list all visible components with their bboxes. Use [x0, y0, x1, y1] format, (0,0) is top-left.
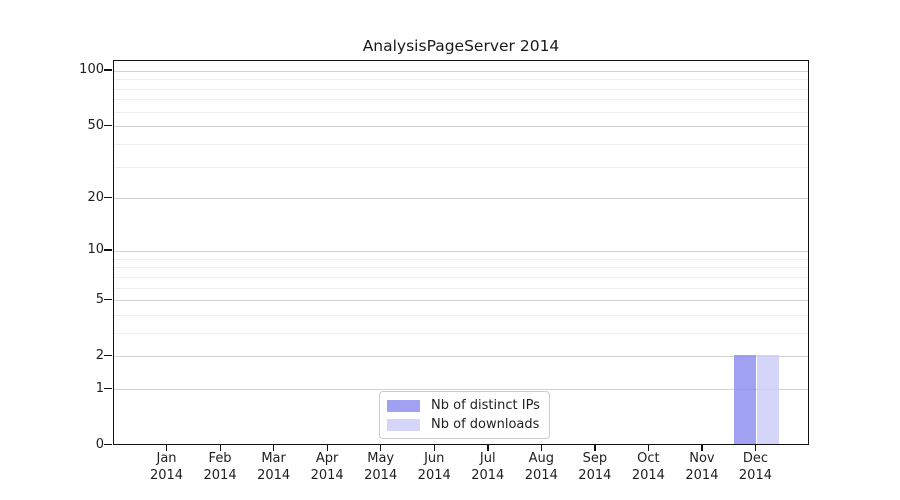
x-tick-mark: [487, 445, 489, 451]
x-tick-label-nov: Nov 2014: [672, 450, 732, 484]
minor-gridline: [114, 267, 808, 269]
x-tick-mark: [219, 445, 221, 451]
x-tick-year: 2014: [471, 468, 505, 483]
x-tick-label-jun: Jun 2014: [404, 450, 464, 484]
y-tick-mark: [104, 387, 112, 390]
x-tick-month: Dec: [742, 451, 769, 466]
x-tick-mark: [647, 445, 650, 451]
legend: Nb of distinct IPs Nb of downloads: [379, 391, 550, 439]
y-tick-label: 50: [87, 117, 104, 133]
minor-gridline: [114, 79, 808, 81]
x-tick-year: 2014: [257, 468, 291, 483]
x-tick-label-sep: Sep 2014: [565, 450, 625, 484]
x-tick-month: Jan: [156, 451, 177, 466]
y-tick-mark: [104, 69, 112, 71]
major-gridline: [114, 198, 808, 200]
x-tick-year: 2014: [364, 468, 398, 483]
y-tick-label: 10: [87, 242, 104, 258]
major-gridline: [114, 126, 808, 128]
x-tick-month: Jun: [424, 451, 445, 466]
x-tick-mark: [273, 445, 275, 451]
x-tick-month: Apr: [315, 451, 339, 466]
x-tick-year: 2014: [203, 468, 237, 483]
y-tick-mark: [104, 444, 112, 446]
y-tick-label: 0: [95, 437, 104, 452]
y-tick-mark: [104, 196, 112, 199]
y-tick-label: 100: [79, 62, 104, 78]
x-tick-label-dec: Dec 2014: [725, 450, 785, 484]
minor-gridline: [114, 111, 808, 113]
x-tick-month: Jul: [479, 451, 496, 466]
minor-gridline: [114, 287, 808, 289]
minor-gridline: [114, 88, 808, 90]
plot-area: [113, 60, 809, 445]
major-gridline: [114, 250, 808, 252]
legend-swatch: [387, 399, 420, 412]
y-tick-mark: [104, 298, 112, 300]
x-tick-mark: [701, 445, 703, 451]
x-tick-mark: [540, 445, 543, 451]
x-tick-label-mar: Mar 2014: [244, 450, 304, 484]
major-gridline: [114, 356, 808, 358]
y-tick-label: 20: [87, 189, 104, 205]
chart-title: AnalysisPageServer 2014: [362, 37, 560, 55]
bar-dec-2014: [733, 354, 756, 444]
y-tick-label: 5: [95, 291, 104, 307]
x-tick-month: Mar: [261, 451, 286, 466]
x-tick-mark: [433, 445, 436, 451]
x-tick-label-jan: Jan 2014: [137, 450, 197, 484]
minor-gridline: [114, 144, 808, 146]
legend-item: Nb of distinct IPs: [387, 398, 540, 413]
x-tick-year: 2014: [417, 468, 451, 483]
minor-gridline: [114, 314, 808, 316]
y-tick-mark: [104, 124, 112, 127]
minor-gridline: [114, 332, 808, 334]
x-tick-mark: [326, 445, 328, 451]
x-tick-month: Oct: [637, 451, 660, 466]
minor-gridline: [114, 258, 808, 260]
legend-label: Nb of distinct IPs: [431, 398, 540, 413]
x-tick-year: 2014: [524, 468, 558, 483]
x-tick-year: 2014: [631, 468, 665, 483]
major-gridline: [114, 389, 808, 391]
x-tick-label-may: May 2014: [351, 450, 411, 484]
x-tick-year: 2014: [685, 468, 719, 483]
x-tick-month: Aug: [528, 451, 554, 466]
x-tick-mark: [166, 445, 168, 451]
major-gridline: [114, 70, 808, 72]
x-tick-mark: [380, 445, 382, 451]
legend-label: Nb of downloads: [431, 417, 540, 432]
x-tick-month: May: [367, 451, 395, 466]
legend-swatch: [387, 418, 420, 431]
x-tick-mark: [594, 445, 596, 451]
y-tick-label: 2: [95, 347, 104, 363]
y-tick-mark: [104, 249, 112, 251]
x-tick-year: 2014: [578, 468, 612, 483]
x-tick-month: Feb: [208, 451, 232, 466]
y-tick-label: 1: [95, 380, 104, 396]
minor-gridline: [114, 276, 808, 278]
x-tick-label-oct: Oct 2014: [618, 450, 678, 484]
x-tick-year: 2014: [310, 468, 344, 483]
x-tick-month: Nov: [689, 451, 715, 466]
bar-dec-2014: [756, 354, 779, 444]
x-tick-month: Sep: [582, 451, 608, 466]
x-tick-label-aug: Aug 2014: [511, 450, 571, 484]
x-tick-label-apr: Apr 2014: [297, 450, 357, 484]
minor-gridline: [114, 166, 808, 168]
x-tick-label-feb: Feb 2014: [190, 450, 250, 484]
major-gridline: [114, 300, 808, 302]
x-tick-mark: [754, 445, 757, 451]
x-tick-year: 2014: [149, 468, 184, 483]
x-tick-year: 2014: [738, 468, 772, 483]
minor-gridline: [114, 99, 808, 101]
y-tick-mark: [104, 354, 112, 357]
legend-item: Nb of downloads: [387, 417, 540, 432]
x-tick-label-jul: Jul 2014: [458, 450, 518, 484]
